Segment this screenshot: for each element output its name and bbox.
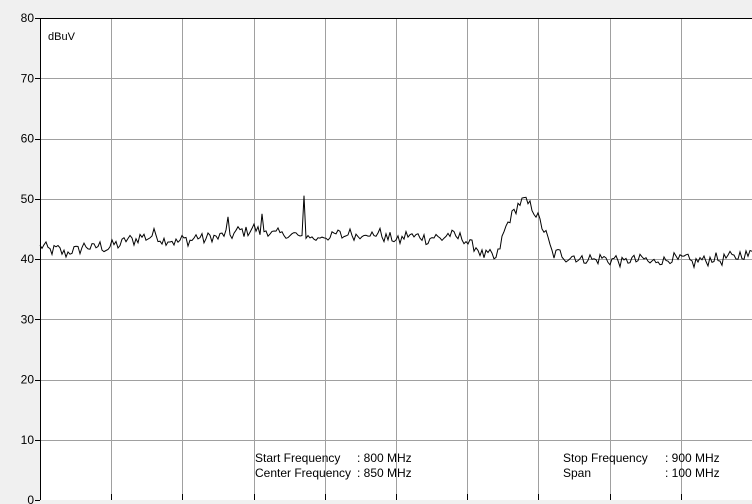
y-axis-unit: dBuV <box>48 31 76 43</box>
span-label: Span <box>563 466 591 480</box>
y-axis-ticks: 80 70 60 50 40 30 20 10 0 <box>21 11 40 504</box>
stop-frequency-label: Stop Frequency <box>563 451 648 465</box>
grid-lines <box>40 18 752 500</box>
y-tick-label: 60 <box>21 132 35 146</box>
center-frequency-value: : 850 MHz <box>357 466 412 480</box>
y-tick-label: 20 <box>21 373 35 387</box>
stop-frequency-value: : 900 MHz <box>665 451 720 465</box>
trace-layer <box>39 195 752 270</box>
y-tick-label: 80 <box>21 11 35 25</box>
y-tick-label: 40 <box>21 252 35 266</box>
y-tick-label: 50 <box>21 192 35 206</box>
y-tick-label: 10 <box>21 433 35 447</box>
y-tick-label: 0 <box>27 493 34 504</box>
center-frequency-label: Center Frequency <box>255 466 351 480</box>
spectrum-trace <box>39 195 752 270</box>
x-axis-ticks <box>40 494 682 500</box>
start-frequency-label: Start Frequency <box>255 451 340 465</box>
y-tick-label: 30 <box>21 312 35 326</box>
start-frequency-value: : 800 MHz <box>357 451 412 465</box>
span-value: : 100 MHz <box>665 466 720 480</box>
y-tick-label: 70 <box>21 71 35 85</box>
